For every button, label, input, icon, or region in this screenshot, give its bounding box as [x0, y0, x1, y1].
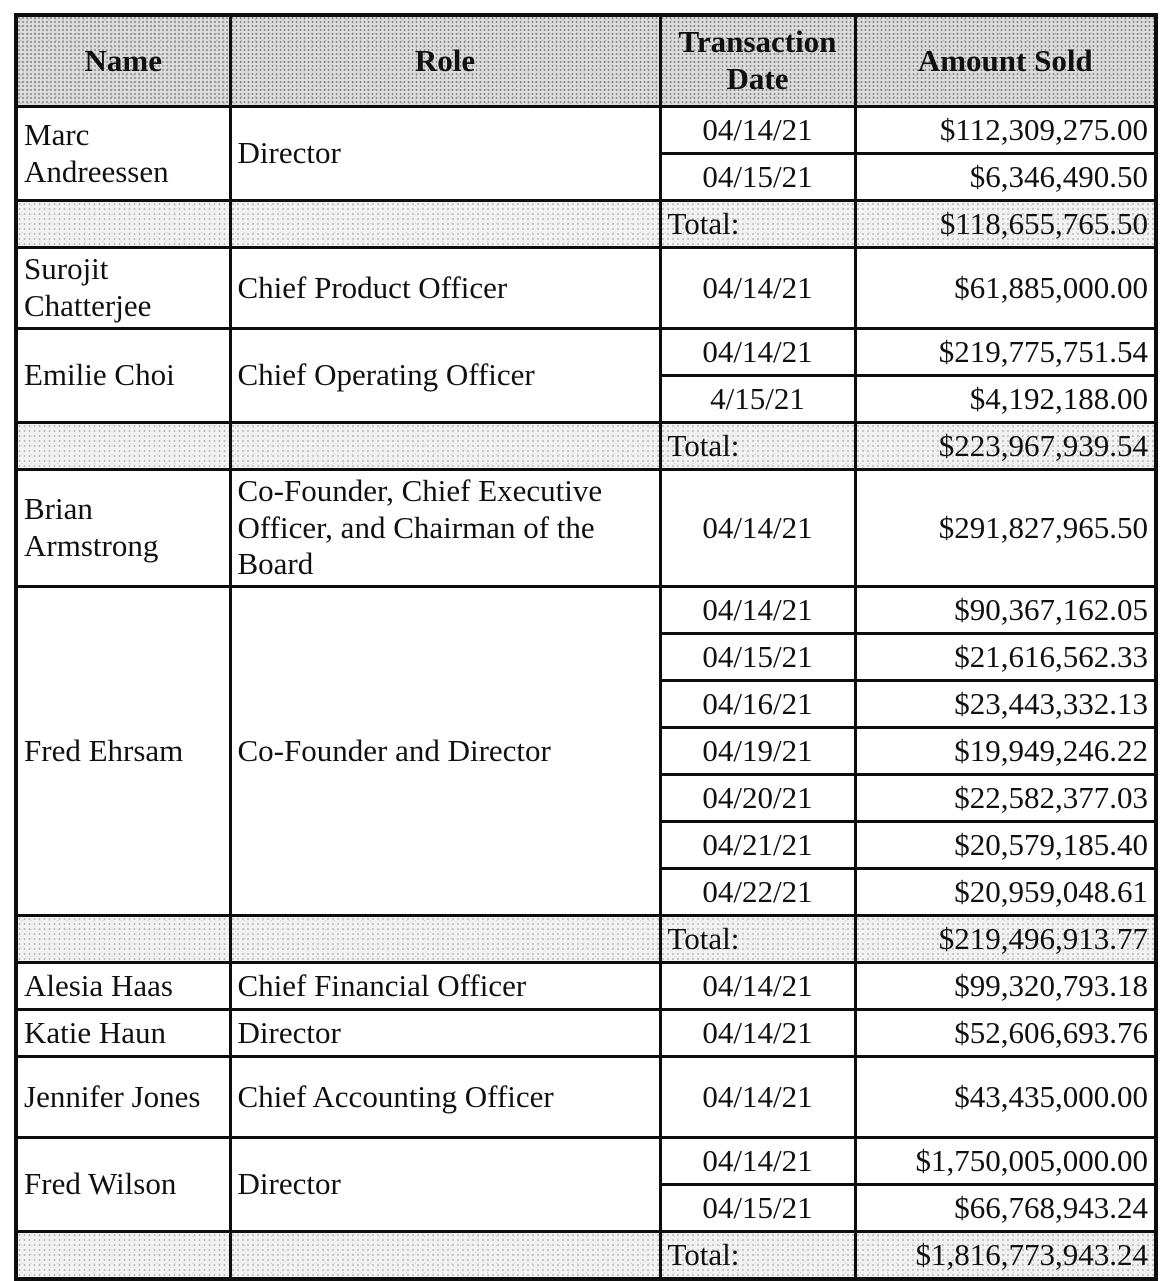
total-label-cell: Total: — [658, 199, 857, 249]
date-cell: 04/14/21 — [658, 1136, 857, 1186]
date-cell: 04/14/21 — [658, 327, 857, 377]
empty-cell — [14, 199, 232, 249]
header-cell-role: Role — [228, 13, 662, 108]
role-cell: Co-Founder, Chief Executive Officer, and… — [228, 468, 662, 588]
amount-cell: $291,827,965.50 — [853, 468, 1158, 588]
header-cell-amount-sold: Amount Sold — [853, 13, 1158, 108]
total-label-cell: Total: — [658, 421, 857, 471]
table-row: 4/15/21 $4,192,188.00 — [16, 374, 1158, 424]
name-cell: Fred Ehrsam — [14, 585, 232, 917]
table-row: 04/20/21 $22,582,377.03 — [16, 773, 1158, 823]
empty-cell — [14, 421, 232, 471]
name-cell: Emilie Choi — [14, 327, 232, 424]
role-cell: Chief Financial Officer — [228, 961, 662, 1011]
total-amount-cell: $118,655,765.50 — [853, 199, 1158, 249]
table-row: Alesia Haas Chief Financial Officer 04/1… — [14, 961, 1158, 1011]
role-cell: Director — [228, 1008, 662, 1058]
date-cell: 04/22/21 — [658, 867, 857, 917]
table-row: Fred Ehrsam Co-Founder and Director 04/1… — [14, 585, 1158, 917]
date-cell: 04/14/21 — [658, 246, 857, 330]
amount-cell: $61,885,000.00 — [853, 246, 1158, 330]
amount-cell: $22,582,377.03 — [853, 773, 1158, 823]
date-cell: 04/15/21 — [658, 632, 857, 682]
header-cell-name: Name — [14, 13, 232, 108]
total-label-cell: Total: — [658, 914, 857, 964]
total-amount-cell: $1,816,773,943.24 — [853, 1230, 1158, 1281]
name-cell: Katie Haun — [14, 1008, 232, 1058]
table-row: 04/16/21 $23,443,332.13 — [16, 679, 1158, 729]
amount-cell: $4,192,188.00 — [853, 374, 1158, 424]
date-cell: 04/15/21 — [658, 1183, 857, 1233]
amount-cell: $43,435,000.00 — [853, 1055, 1158, 1139]
amount-cell: $52,606,693.76 — [853, 1008, 1158, 1058]
name-cell: Fred Wilson — [14, 1136, 232, 1233]
date-cell: 04/20/21 — [658, 773, 857, 823]
role-cell: Director — [228, 1136, 662, 1233]
scanned-document-page: Name Role Transaction Date Amount Sold M… — [14, 13, 1158, 1281]
amount-cell: $90,367,162.05 — [853, 585, 1158, 635]
total-amount-cell: $219,496,913.77 — [853, 914, 1158, 964]
empty-cell — [14, 1230, 232, 1281]
table-row: Marc Andreessen Director 04/14/21 $112,3… — [14, 105, 1158, 202]
amount-cell: $99,320,793.18 — [853, 961, 1158, 1011]
table-row: Katie Haun Director 04/14/21 $52,606,693… — [14, 1008, 1158, 1058]
table-row: 04/22/21 $20,959,048.61 — [16, 867, 1158, 917]
date-cell: 04/15/21 — [658, 152, 857, 202]
amount-cell: $1,750,005,000.00 — [853, 1136, 1158, 1186]
date-cell: 04/16/21 — [658, 679, 857, 729]
date-cell: 04/21/21 — [658, 820, 857, 870]
header-cell-transaction-date: Transaction Date — [658, 13, 857, 108]
total-amount-cell: $223,967,939.54 — [853, 421, 1158, 471]
amount-cell: $219,775,751.54 — [853, 327, 1158, 377]
date-cell: 04/19/21 — [658, 726, 857, 776]
amount-cell: $66,768,943.24 — [853, 1183, 1158, 1233]
name-cell: Alesia Haas — [14, 961, 232, 1011]
amount-cell: $20,579,185.40 — [853, 820, 1158, 870]
amount-cell: $21,616,562.33 — [853, 632, 1158, 682]
empty-cell — [228, 914, 662, 964]
date-cell: 04/14/21 — [658, 1008, 857, 1058]
empty-cell — [228, 1230, 662, 1281]
date-cell: 04/14/21 — [658, 585, 857, 635]
empty-cell — [14, 914, 232, 964]
name-cell: Marc Andreessen — [14, 105, 232, 202]
date-cell: 04/14/21 — [658, 468, 857, 588]
table-row: Fred Wilson Director 04/14/21 $1,750,005… — [14, 1136, 1158, 1233]
date-cell: 04/14/21 — [658, 1055, 857, 1139]
amount-cell: $6,346,490.50 — [853, 152, 1158, 202]
insider-sales-table: Name Role Transaction Date Amount Sold M… — [14, 13, 1158, 1281]
table-row: Emilie Choi Chief Operating Officer 04/1… — [14, 327, 1158, 424]
name-cell: Surojit Chatterjee — [14, 246, 232, 330]
empty-cell — [228, 421, 662, 471]
role-cell: Chief Accounting Officer — [228, 1055, 662, 1139]
table-row: Jennifer Jones Chief Accounting Officer … — [14, 1055, 1158, 1139]
total-row: Total: $1,816,773,943.24 — [14, 1230, 1158, 1281]
role-cell: Co-Founder and Director — [228, 585, 662, 917]
date-cell: 04/14/21 — [658, 105, 857, 155]
name-cell: Jennifer Jones — [14, 1055, 232, 1139]
amount-cell: $20,959,048.61 — [853, 867, 1158, 917]
table-row: 04/15/21 $6,346,490.50 — [16, 152, 1158, 202]
table-header-row: Name Role Transaction Date Amount Sold — [14, 13, 1158, 108]
date-cell: 04/14/21 — [658, 961, 857, 1011]
amount-cell: $112,309,275.00 — [853, 105, 1158, 155]
role-cell: Chief Operating Officer — [228, 327, 662, 424]
empty-cell — [228, 199, 662, 249]
role-cell: Director — [228, 105, 662, 202]
table-row: 04/21/21 $20,579,185.40 — [16, 820, 1158, 870]
total-row: Total: $118,655,765.50 — [14, 199, 1158, 249]
table-row: Brian Armstrong Co-Founder, Chief Execut… — [14, 468, 1158, 588]
name-cell: Brian Armstrong — [14, 468, 232, 588]
table-row: Surojit Chatterjee Chief Product Officer… — [14, 246, 1158, 330]
total-label-cell: Total: — [658, 1230, 857, 1281]
date-cell: 4/15/21 — [658, 374, 857, 424]
total-row: Total: $223,967,939.54 — [14, 421, 1158, 471]
total-row: Total: $219,496,913.77 — [14, 914, 1158, 964]
table-row: 04/19/21 $19,949,246.22 — [16, 726, 1158, 776]
role-cell: Chief Product Officer — [228, 246, 662, 330]
amount-cell: $23,443,332.13 — [853, 679, 1158, 729]
table-row: 04/15/21 $21,616,562.33 — [16, 632, 1158, 682]
amount-cell: $19,949,246.22 — [853, 726, 1158, 776]
